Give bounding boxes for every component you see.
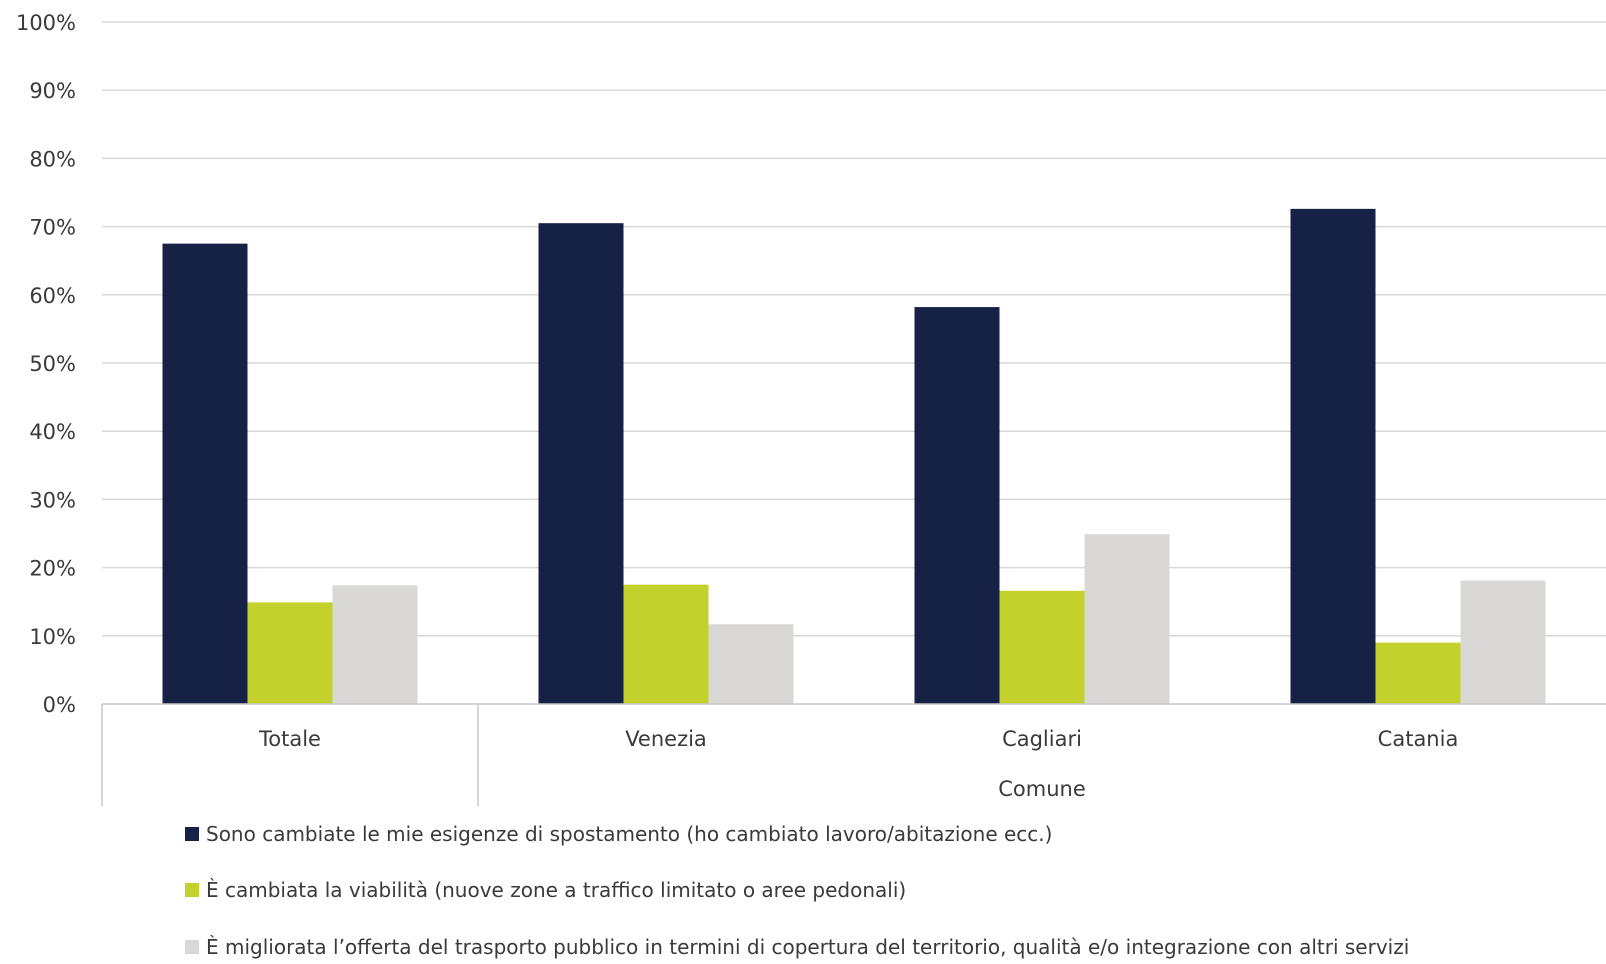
y-tick-label: 10% [29, 625, 76, 649]
x-tick-label: Totale [258, 727, 321, 751]
y-tick-label: 90% [29, 79, 76, 103]
gridlines [102, 21, 1606, 637]
legend-label: Sono cambiate le mie esigenze di spostam… [206, 822, 1052, 846]
legend-label: È cambiata la viabilità (nuove zone a tr… [206, 878, 906, 902]
legend-swatch [185, 827, 199, 841]
y-tick-label: 30% [29, 488, 76, 512]
bar [1460, 580, 1546, 704]
y-tick-label: 0% [43, 693, 76, 717]
legend-swatch [185, 940, 199, 954]
legend-swatch [185, 883, 199, 897]
bars [162, 208, 1546, 705]
bar [1375, 642, 1461, 704]
bar [623, 584, 709, 704]
y-tick-label: 50% [29, 352, 76, 376]
x-axis-group-label: Comune [998, 777, 1086, 801]
x-axis: Totale Venezia Cagliari Catania Comune [101, 703, 1606, 806]
bar [332, 585, 418, 704]
bar [162, 243, 248, 704]
bar [914, 307, 1000, 704]
x-tick-label: Venezia [625, 727, 707, 751]
bar [538, 223, 624, 704]
y-tick-label: 20% [29, 557, 76, 581]
bar [999, 590, 1085, 704]
y-tick-label: 80% [29, 147, 76, 171]
y-tick-label: 60% [29, 284, 76, 308]
x-tick-label: Catania [1378, 727, 1459, 751]
x-tick-label: Cagliari [1002, 727, 1082, 751]
bar [247, 602, 333, 704]
legend: Sono cambiate le mie esigenze di spostam… [185, 822, 1409, 959]
y-tick-label: 70% [29, 216, 76, 240]
y-axis-ticks: 0% 10% 20% 30% 40% 50% 60% 70% 80% 90% 100% [16, 11, 76, 717]
legend-label: È migliorata l’offerta del trasporto pub… [206, 935, 1409, 959]
y-tick-label: 40% [29, 420, 76, 444]
y-tick-label: 100% [16, 11, 76, 35]
bar [1084, 534, 1170, 704]
bar [708, 624, 794, 704]
bar [1290, 208, 1376, 705]
